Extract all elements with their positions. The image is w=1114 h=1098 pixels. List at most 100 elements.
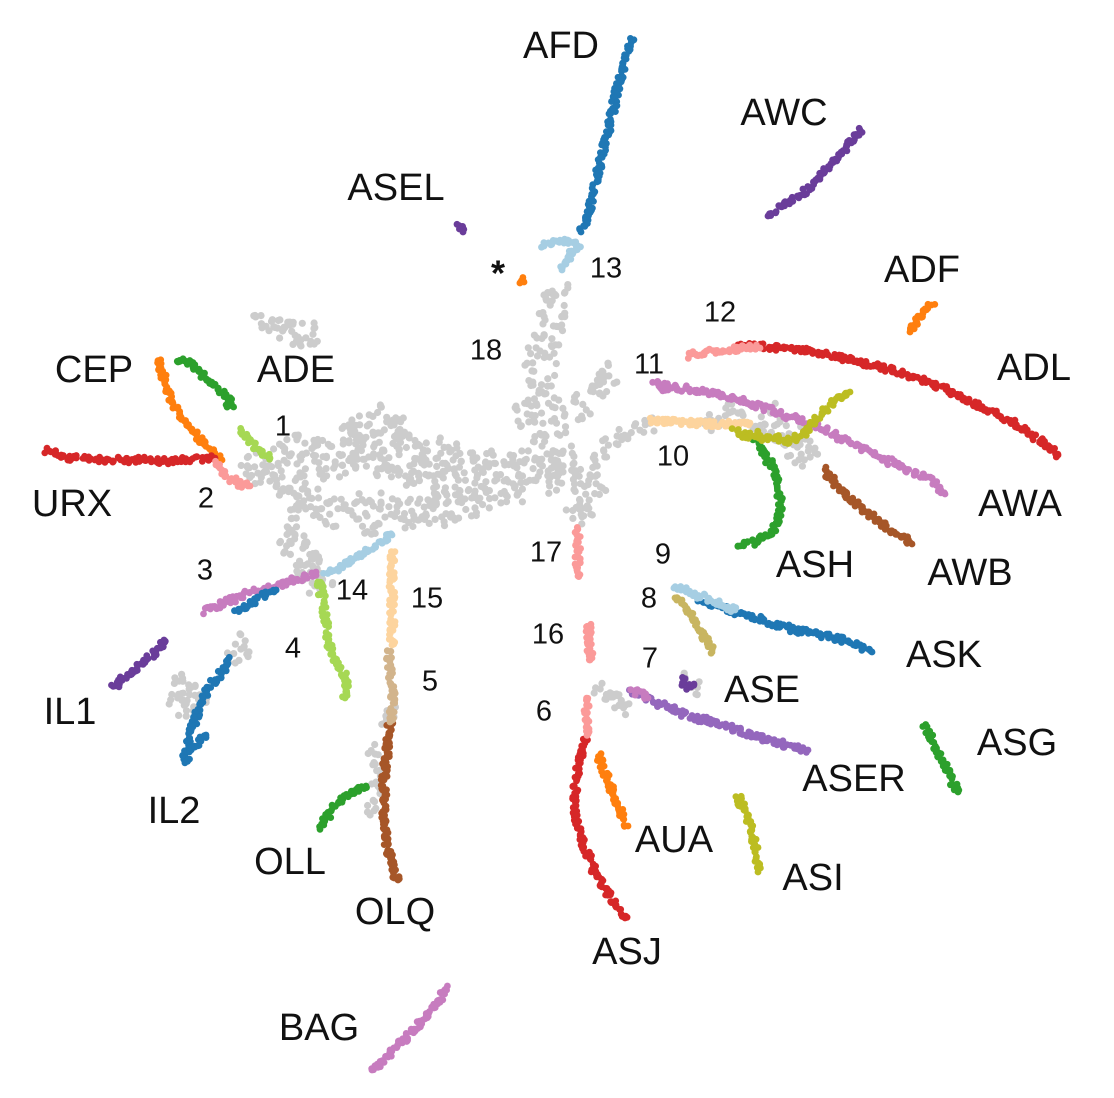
cluster-adf [906,300,939,336]
cell-point [649,698,657,706]
background-cell-point [539,419,547,427]
background-cell-point [621,431,629,439]
background-cell-point [352,464,360,472]
background-cell-point [400,509,409,518]
background-cell-point [182,712,190,720]
cell-point [193,453,200,461]
background-cell-point [521,361,529,369]
background-cell-point [377,489,385,497]
background-cell-point [402,481,410,489]
cell-point [325,644,333,652]
background-cell-point [265,461,273,470]
cell-point [160,636,168,644]
background-cell-point [185,691,194,699]
background-cell-point [440,522,449,530]
background-cell-point [782,422,790,430]
cluster-5 [383,647,399,726]
background-cell-point [322,465,330,473]
background-cell-point [330,495,338,503]
background-cell-point [242,470,250,478]
cell-point [754,536,762,544]
background-cell-point [592,382,600,390]
background-cell-point [800,456,809,464]
cell-point [593,873,601,881]
cell-point [386,563,394,571]
cluster-urx [41,444,219,468]
cluster-3b [231,586,280,615]
background-cell-point [358,522,367,530]
cell-point [817,172,824,180]
background-cell-point [374,429,382,437]
background-cell-point [243,650,251,658]
cell-point [664,386,672,394]
background-cell-point [517,479,525,487]
background-cell-point [540,313,548,321]
background-cell-point [314,553,322,561]
background-cell-point [604,441,613,449]
cell-point [597,750,605,758]
background-cell-point [538,462,547,470]
background-cell-point [380,447,388,455]
background-cell-point [411,436,419,445]
background-cell-point [558,468,566,476]
cell-point [941,490,949,498]
background-cell-point [502,498,511,506]
background-cell-point [240,644,248,652]
cell-type-label: IL1 [44,691,97,733]
background-cell-point [318,505,326,513]
cell-point [383,1053,391,1060]
background-cell-point [349,449,357,457]
background-cell-point [538,334,546,343]
cell-point [388,531,396,539]
background-cell-point [469,454,477,462]
background-cell-point [451,491,460,499]
cell-point [202,375,210,383]
background-cell-point [555,341,563,349]
cell-type-label: AUA [635,819,714,861]
background-cell-point [546,353,554,361]
cell-point [195,366,203,374]
cell-point [627,686,635,694]
cell-point [588,190,596,198]
background-cell-point [418,450,426,458]
cell-point [677,713,685,720]
background-cell-point [590,451,599,459]
cluster-2 [212,457,254,491]
background-cell-point [444,443,452,451]
background-cell-point [254,469,262,477]
background-cell-point [578,504,586,512]
background-cell-point [518,447,526,455]
background-cell-point [411,454,419,463]
cell-point [714,423,722,431]
background-cell-point [600,447,608,455]
background-cell-point [451,470,459,478]
background-cell-point [436,434,444,442]
background-cell-point [619,704,628,712]
cell-type-label: ADF [884,249,960,291]
background-cell-point [332,522,340,530]
cell-point [624,822,632,830]
cell-point [823,426,831,433]
cell-point [114,453,122,461]
background-cell-point [292,561,300,569]
background-cell-point [300,497,308,505]
background-cell-point [167,696,175,704]
background-cell-point [601,373,609,381]
background-cell-point [328,581,336,589]
cluster-asg [919,721,963,796]
background-cell-point [544,375,552,383]
cell-point [245,439,252,447]
cell-point [394,876,402,884]
cell-point [161,378,169,386]
cell-point [747,821,755,828]
background-cell-point [310,319,318,327]
cell-point [200,610,207,618]
background-cell-point [170,679,178,688]
background-cell-point [179,689,187,697]
background-cell-point [569,506,577,515]
background-cell-point [552,419,561,427]
cell-point [736,343,744,351]
background-cell-point [418,513,426,521]
background-cell-point [562,506,570,514]
